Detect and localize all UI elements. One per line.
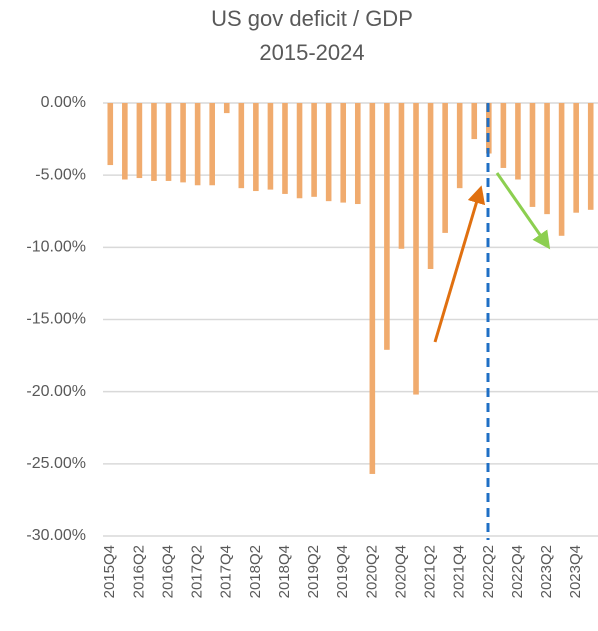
y-tick-label: -15.00%	[26, 311, 86, 328]
bar	[223, 103, 230, 114]
bar	[398, 103, 405, 249]
bar	[369, 103, 376, 474]
y-tick-label: -20.00%	[26, 383, 86, 400]
bar	[515, 103, 521, 180]
bar	[311, 103, 317, 197]
bar	[500, 103, 507, 168]
x-tick-label: 2018Q4	[276, 545, 293, 598]
y-tick-label: -25.00%	[26, 455, 86, 472]
x-tick-label: 2022Q2	[480, 545, 497, 598]
bar	[209, 103, 215, 186]
x-tick-label: 2023Q4	[567, 545, 584, 598]
bar	[573, 103, 579, 213]
bar	[354, 103, 361, 205]
bar	[253, 103, 259, 192]
x-tick-label: 2020Q4	[392, 545, 409, 598]
bar	[325, 103, 332, 202]
bar	[151, 103, 157, 181]
x-tick-label: 2023Q2	[538, 545, 555, 598]
x-tick-label: 2015Q4	[101, 545, 118, 598]
x-tick-label: 2018Q2	[247, 545, 264, 598]
x-tick-label: 2017Q2	[189, 545, 206, 598]
y-tick-label: 0.00%	[41, 94, 86, 111]
bar	[282, 103, 288, 194]
trend-arrow	[495, 172, 551, 250]
x-tick-label: 2016Q4	[159, 545, 176, 598]
chart-subtitle: 2015-2024	[259, 40, 364, 65]
trend-arrow	[433, 185, 486, 343]
bar	[384, 103, 390, 350]
y-tick-label: -5.00%	[35, 166, 86, 183]
bar	[558, 103, 565, 236]
bar	[413, 103, 419, 395]
bar	[267, 103, 274, 190]
bar	[180, 103, 186, 183]
bar	[456, 103, 463, 189]
x-tick-label: 2021Q2	[422, 545, 439, 598]
x-tick-label: 2021Q4	[451, 545, 468, 598]
plot: 0.00% -5.00% -10.00% -15.00% -20.00% -25.00% -…	[26, 94, 598, 598]
bar	[486, 103, 492, 154]
y-tick-label: -30.00%	[26, 527, 86, 544]
bar	[296, 103, 303, 199]
x-tick-label: 2020Q2	[363, 545, 380, 598]
chart-title: US gov deficit / GDP	[211, 6, 413, 31]
bar	[194, 103, 201, 186]
bar	[529, 103, 536, 207]
bar	[165, 103, 172, 181]
bar	[442, 103, 448, 233]
bar	[238, 103, 245, 189]
bar	[544, 103, 550, 215]
x-tick-label: 2019Q4	[334, 545, 351, 598]
x-tick-label: 2016Q2	[130, 545, 147, 598]
bar	[136, 103, 143, 179]
bar	[340, 103, 347, 203]
x-tick-label: 2019Q2	[305, 545, 322, 598]
x-tick-label: 2017Q4	[218, 545, 235, 598]
x-tick-label: 2022Q4	[509, 545, 526, 598]
bar	[587, 103, 594, 210]
bar	[427, 103, 434, 269]
bar	[107, 103, 114, 166]
bar	[471, 103, 478, 140]
y-tick-label: -10.00%	[26, 239, 86, 256]
bar	[122, 103, 128, 180]
